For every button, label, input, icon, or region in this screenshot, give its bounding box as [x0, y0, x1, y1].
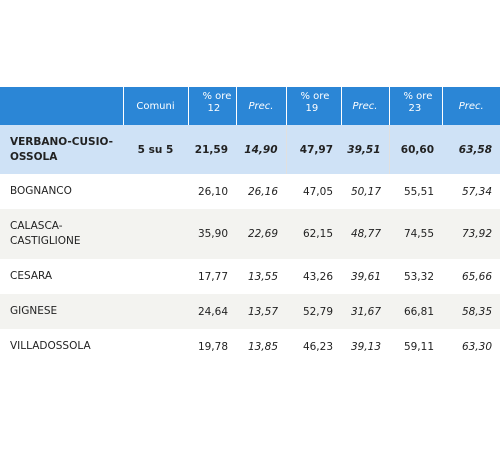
total-value: 47,97 — [285, 125, 341, 174]
header-comuni: Comuni — [122, 87, 188, 125]
row-value: 46,23 — [302, 340, 333, 353]
header-hour: 23 — [408, 103, 422, 114]
row-comuni — [123, 329, 188, 364]
row-value: 13,57 — [236, 294, 286, 329]
row-comuni — [123, 259, 188, 294]
row-value: 55,51 — [403, 185, 434, 198]
row-value: 73,92 — [442, 209, 500, 259]
row-comuni — [123, 209, 188, 259]
total-comuni: 5 su 5 — [123, 125, 188, 174]
row-value: 59,11 — [403, 340, 434, 353]
row-name: CALASCA- CASTIGLIONE — [0, 209, 123, 259]
header-hour: 12 — [207, 103, 221, 114]
row-value: 52,79 — [286, 294, 341, 329]
row-value: 26,10 — [197, 185, 228, 198]
row-value: 47,05 — [302, 185, 333, 198]
header-pct-label: % ore — [300, 91, 330, 102]
table-row: GIGNESE 24,64 13,57 52,79 31,67 66,81 58… — [0, 294, 500, 329]
table-row: VILLADOSSOLA 19,78 13,85 46,23 39,13 59,… — [0, 329, 500, 364]
table-row: CESARA 17,77 13,55 43,26 39,61 53,32 65,… — [0, 259, 500, 294]
row-name: BOGNANCO — [10, 185, 72, 197]
row-comuni — [123, 174, 188, 209]
row-value: 58,35 — [442, 294, 500, 329]
header-pct-19: % ore 19 — [285, 87, 341, 125]
row-value: 53,32 — [403, 270, 434, 283]
turnout-table-container: Comuni % ore 12 Prec. % ore 19 Prec. % o… — [0, 87, 500, 364]
row-value: 13,85 — [247, 340, 278, 353]
header-pct-label: % ore — [403, 91, 433, 102]
row-name: VILLADOSSOLA — [10, 340, 91, 352]
total-row: VERBANO-CUSIO- OSSOLA 5 su 5 21,59 14,90 … — [0, 125, 500, 174]
row-comuni — [123, 294, 188, 329]
total-value: 60,60 — [388, 125, 442, 174]
row-name: CESARA — [10, 270, 53, 282]
row-value: 50,17 — [350, 185, 381, 198]
header-hour: 19 — [305, 103, 319, 114]
row-value: 24,64 — [188, 294, 236, 329]
header-pct-23: % ore 23 — [388, 87, 442, 125]
table-header-row: Comuni % ore 12 Prec. % ore 19 Prec. % o… — [0, 87, 500, 125]
row-value: 17,77 — [197, 270, 228, 283]
table-row: CALASCA- CASTIGLIONE 35,90 22,69 62,15 48… — [0, 209, 500, 259]
row-value: 62,15 — [286, 209, 341, 259]
row-value: 22,69 — [236, 209, 286, 259]
row-name: GIGNESE — [0, 294, 123, 329]
row-value: 57,34 — [461, 185, 492, 198]
header-prec-23: Prec. — [441, 87, 500, 125]
total-name: VERBANO-CUSIO- OSSOLA — [0, 125, 123, 174]
row-value: 19,78 — [197, 340, 228, 353]
row-value: 13,55 — [247, 270, 278, 283]
row-value: 65,66 — [461, 270, 492, 283]
row-value: 43,26 — [302, 270, 333, 283]
total-value: 39,51 — [341, 125, 389, 174]
turnout-table: Comuni % ore 12 Prec. % ore 19 Prec. % o… — [0, 87, 500, 364]
row-value: 35,90 — [188, 209, 236, 259]
row-value: 48,77 — [341, 209, 389, 259]
row-value: 66,81 — [389, 294, 442, 329]
header-prec-12: Prec. — [235, 87, 286, 125]
header-pct-12: % ore 12 — [187, 87, 236, 125]
row-value: 74,55 — [389, 209, 442, 259]
total-value: 21,59 — [188, 125, 236, 174]
header-pct-label: % ore — [202, 91, 232, 102]
row-value: 63,30 — [461, 340, 492, 353]
row-value: 26,16 — [247, 185, 278, 198]
row-value: 39,13 — [350, 340, 381, 353]
header-prec-19: Prec. — [340, 87, 389, 125]
total-value: 14,90 — [236, 125, 286, 174]
table-row: BOGNANCO 26,10 26,16 47,05 50,17 55,51 5… — [0, 174, 500, 209]
row-value: 39,61 — [350, 270, 381, 283]
row-value: 31,67 — [341, 294, 389, 329]
header-blank — [0, 87, 123, 125]
total-value: 63,58 — [442, 125, 500, 174]
